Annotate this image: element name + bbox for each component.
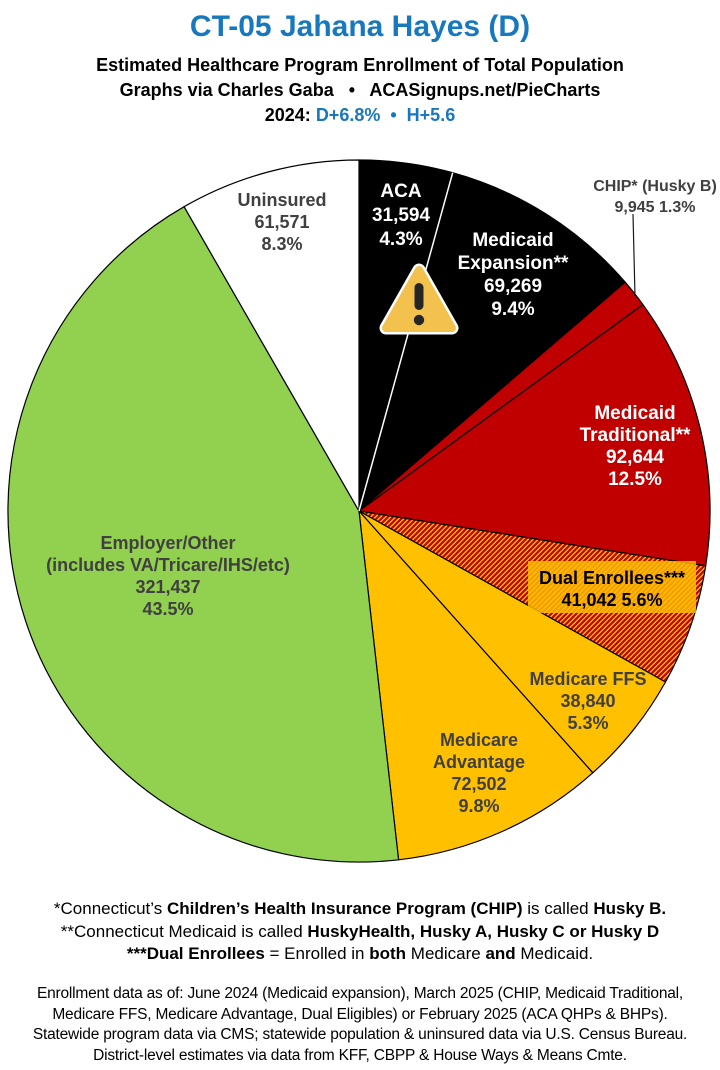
source-notes: Enrollment data as of: June 2024 (Medica… <box>0 984 720 1066</box>
slice-label-uninsured: Uninsured 61,571 8.3% <box>237 190 326 254</box>
slice-label-employer-other-includes-va-tricare-ihs-etc: Employer/Other (includes VA/Tricare/IHS/e… <box>46 533 290 619</box>
partisan-segment: D+6.8% <box>315 105 381 125</box>
page-title: CT-05 Jahana Hayes (D) <box>189 10 531 43</box>
source-line: District-level estimates via data from K… <box>93 1046 627 1064</box>
subtitle: Estimated Healthcare Program Enrollment … <box>96 55 624 75</box>
pie-chart: ACA 31,594 4.3% Medicaid Expansion** 69,269 9.… <box>7 159 717 863</box>
partisan-segment: 2024: <box>264 105 316 125</box>
pie-slice-labels: ACA 31,594 4.3% Medicaid Expansion** 69,269 9.… <box>46 178 717 817</box>
slice-label-medicaid-traditional: Medicaid Traditional** 92,644 12.5% <box>580 403 691 490</box>
pie-slice-medicaid-traditional <box>358 304 711 567</box>
pie-slice-medicare-advantage <box>358 510 594 861</box>
slice-label-medicare-ffs: Medicare FFS 38,840 5.3% <box>529 669 646 733</box>
pie-slice-uninsured <box>183 159 360 512</box>
footnotes: *Connecticut’s Children’s Health Insuran… <box>0 898 720 966</box>
footnote-line: ***Dual Enrollees = Enrolled in both Med… <box>126 944 594 963</box>
warning-triangle-icon <box>379 263 459 335</box>
slice-label-dual-enrollees: Dual Enrollees*** 41,042 5.6% <box>539 568 685 610</box>
slice-label-aca: ACA 31,594 4.3% <box>372 181 431 250</box>
partisan-segment: H+5.6 <box>406 105 456 125</box>
source-line: Medicare FFS, Medicare Advantage, Dual E… <box>52 1005 668 1023</box>
pie-slice-medicaid-expansion <box>358 172 626 512</box>
slice-label-chip-husky-b: CHIP* (Husky B) 9,945 1.3% <box>593 178 717 216</box>
partisan-lean-line: 2024: D+6.8% • H+5.6 <box>0 103 720 128</box>
header: CT-05 Jahana Hayes (D) Estimated Healthc… <box>0 10 720 128</box>
footnote-line: *Connecticut’s Children’s Health Insuran… <box>53 899 667 918</box>
byline: Graphs via Charles Gaba • ACASignups.net… <box>119 80 601 100</box>
pie-slice-employer-other-includes-va-tricare-ihs-etc <box>7 206 400 863</box>
chip-leader-line <box>632 213 636 297</box>
footnote-line: **Connecticut Medicaid is called HuskyHe… <box>60 921 660 941</box>
partisan-segment: • <box>380 105 407 125</box>
source-line: Statewide program data via CMS; statewid… <box>32 1026 688 1043</box>
slice-label-medicare-advantage: Medicare Advantage 72,502 9.8% <box>433 730 525 816</box>
pie-slices <box>7 159 711 863</box>
pie-overlays <box>358 172 636 512</box>
aca-expansion-divider-line <box>358 172 454 512</box>
slice-label-medicaid-expansion: Medicaid Expansion** 69,269 9.4% <box>458 230 569 320</box>
dual-enrollees-label-box <box>528 561 696 613</box>
source-line: Enrollment data as of: June 2024 (Medica… <box>36 985 684 1002</box>
